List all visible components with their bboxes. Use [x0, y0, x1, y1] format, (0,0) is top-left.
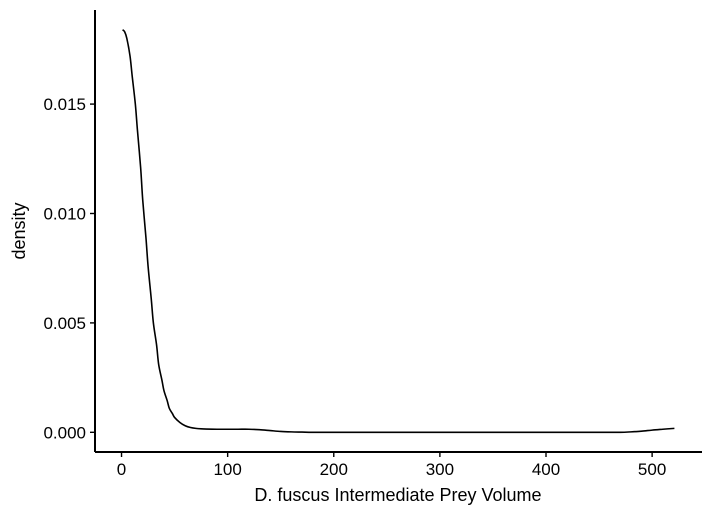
x-tick-label: 500: [638, 460, 666, 479]
x-tick-label: 0: [117, 460, 126, 479]
x-tick-label: 100: [213, 460, 241, 479]
y-tick-label: 0.005: [43, 314, 86, 333]
x-axis-ticks: 0 100 200 300 400 500: [117, 452, 666, 479]
y-tick-label: 0.010: [43, 204, 86, 223]
x-tick-label: 300: [426, 460, 454, 479]
x-tick-label: 200: [320, 460, 348, 479]
x-tick-label: 400: [532, 460, 560, 479]
y-tick-label: 0.000: [43, 423, 86, 442]
density-series-line: [122, 29, 675, 434]
y-axis-ticks: 0.000 0.005 0.010 0.015: [43, 95, 95, 442]
y-tick-label: 0.015: [43, 95, 86, 114]
plot-area: [122, 29, 675, 434]
x-axis-title: D. fuscus Intermediate Prey Volume: [254, 485, 541, 505]
y-axis-title: density: [9, 202, 29, 259]
